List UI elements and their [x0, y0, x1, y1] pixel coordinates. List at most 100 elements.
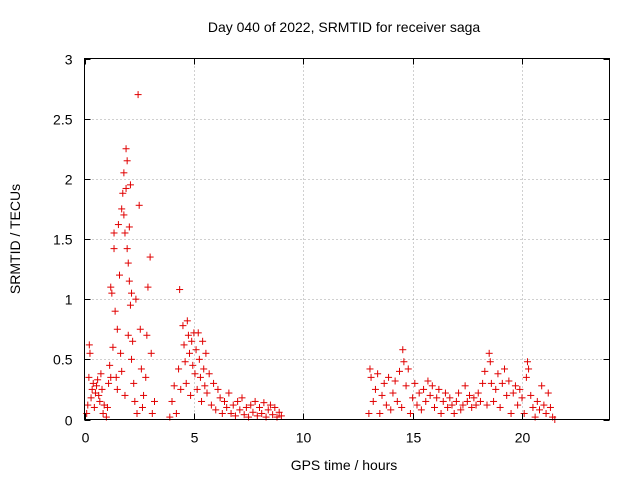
data-point: [116, 271, 123, 279]
data-point: [501, 365, 508, 373]
data-point: [542, 409, 550, 417]
data-point: [496, 403, 504, 411]
data-point: [125, 223, 133, 231]
y-tick-label: 2.5: [53, 112, 73, 128]
data-point: [143, 331, 151, 339]
data-point: [238, 394, 246, 402]
data-point: [85, 373, 93, 381]
data-point: [494, 370, 502, 378]
data-point: [264, 406, 272, 414]
data-point: [457, 406, 465, 414]
data-point: [446, 394, 454, 402]
data-point: [498, 379, 506, 387]
data-point: [387, 406, 395, 414]
data-point: [119, 189, 127, 197]
data-point: [413, 401, 421, 409]
data-point: [188, 337, 196, 345]
data-point: [130, 379, 138, 387]
data-point: [122, 145, 130, 153]
data-point: [123, 245, 131, 253]
data-point: [112, 373, 120, 381]
data-point: [516, 385, 524, 393]
data-point: [277, 412, 285, 420]
data-point: [426, 391, 434, 399]
data-point: [103, 403, 111, 411]
data-point: [533, 397, 541, 405]
data-point: [376, 409, 384, 417]
data-point: [459, 401, 467, 409]
data-point: [194, 329, 202, 337]
data-point: [269, 411, 277, 419]
data-point: [106, 361, 114, 369]
data-point: [509, 389, 517, 397]
data-point: [435, 385, 443, 393]
data-point: [402, 382, 410, 390]
x-tick-label: 10: [296, 430, 312, 446]
data-point: [201, 382, 209, 390]
plot-frame: [84, 58, 610, 420]
data-point: [105, 379, 113, 387]
data-point: [466, 391, 473, 399]
y-axis-label: SRMTID / TECUs: [7, 184, 23, 294]
data-point: [85, 341, 93, 349]
data-point: [399, 346, 407, 354]
data-point: [463, 397, 471, 405]
data-point: [400, 358, 408, 366]
data-point: [187, 391, 195, 399]
data-point: [522, 373, 530, 381]
data-point: [207, 401, 215, 409]
data-point: [108, 289, 116, 297]
data-point: [437, 409, 445, 417]
data-point: [133, 409, 141, 417]
data-point: [128, 289, 136, 297]
data-point: [98, 385, 106, 393]
data-point: [538, 382, 546, 390]
data-point: [99, 409, 107, 417]
data-point: [111, 307, 119, 315]
data-point: [218, 409, 226, 417]
data-point: [507, 409, 515, 417]
data-point: [142, 373, 150, 381]
data-point: [258, 409, 266, 417]
data-point: [131, 397, 139, 405]
data-point: [182, 379, 190, 387]
data-point: [448, 401, 456, 409]
data-point: [417, 406, 425, 414]
data-point: [221, 397, 228, 405]
data-point: [441, 389, 449, 397]
y-tick-label: 0.5: [53, 352, 73, 368]
data-point: [136, 325, 144, 333]
data-point: [468, 403, 476, 411]
data-point: [114, 221, 122, 229]
data-point: [256, 403, 263, 411]
data-point: [404, 365, 412, 373]
data-point: [536, 406, 543, 414]
data-point: [439, 397, 447, 405]
data-point: [132, 295, 140, 303]
data-point: [253, 412, 261, 420]
data-point: [126, 301, 134, 309]
data-point: [409, 394, 417, 402]
data-point: [483, 401, 491, 409]
data-point: [420, 385, 428, 393]
data-point: [125, 277, 133, 285]
x-tick-label: 15: [406, 430, 422, 446]
data-point: [113, 325, 121, 333]
data-point: [212, 406, 220, 414]
data-point: [200, 365, 208, 373]
data-point: [205, 370, 213, 378]
data-point: [389, 389, 397, 397]
data-point: [90, 403, 98, 411]
data-point: [93, 382, 101, 390]
data-point: [168, 397, 176, 405]
data-point: [546, 403, 554, 411]
data-point: [428, 382, 436, 390]
data-point: [229, 401, 237, 409]
data-point: [518, 394, 526, 402]
data-point: [216, 394, 224, 402]
data-point: [275, 408, 283, 416]
y-tick-label: 2: [65, 172, 73, 188]
data-point: [192, 346, 200, 354]
data-point: [251, 397, 259, 405]
y-tick-label: 0: [65, 413, 73, 429]
